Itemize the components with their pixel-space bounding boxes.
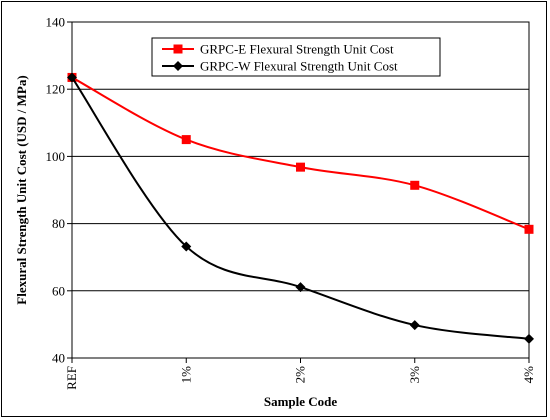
legend-marker-grpc-e: [173, 44, 183, 54]
y-tick-label: 100: [46, 149, 66, 164]
data-point: [296, 162, 305, 172]
y-tick-label: 80: [52, 216, 65, 231]
x-axis-title: Sample Code: [264, 394, 338, 409]
data-point: [67, 72, 77, 83]
data-point: [410, 180, 420, 190]
data-point: [524, 333, 534, 344]
x-axis-ticks: REF 1% 2% 3% 4%: [64, 358, 536, 390]
series-line: [71, 76, 530, 231]
x-tick-label: 3%: [407, 366, 422, 384]
legend-label-grpc-w: GRPC-W Flexural Strength Unit Cost: [200, 59, 398, 74]
y-axis-ticks: 40 60 80 100 120 140: [46, 15, 72, 366]
series-grpc-e: [67, 72, 534, 234]
series-grpc-w: [67, 72, 534, 344]
legend-box: [151, 37, 441, 77]
series-layer: [67, 72, 534, 344]
data-point: [295, 282, 306, 293]
x-tick-label: REF: [64, 366, 79, 390]
x-tick-label: 4%: [521, 366, 536, 384]
series-line: [71, 76, 530, 340]
y-tick-label: 40: [52, 351, 65, 366]
x-tick-label: 2%: [293, 366, 308, 384]
data-point: [181, 135, 191, 145]
data-point: [524, 224, 534, 234]
data-point: [409, 320, 420, 331]
data-point: [181, 241, 192, 252]
legend: GRPC-E Flexural Strength Unit Cost GRPC-…: [151, 37, 441, 77]
x-tick-label: 1%: [178, 366, 193, 384]
legend-marker-grpc-w: [173, 61, 183, 71]
y-tick-label: 60: [52, 283, 65, 298]
y-tick-label: 140: [46, 15, 66, 30]
y-tick-label: 120: [46, 82, 66, 97]
y-axis-title: Flexural Strength Unit Cost (USD / MPa): [14, 75, 29, 304]
legend-label-grpc-e: GRPC-E Flexural Strength Unit Cost: [200, 42, 394, 57]
